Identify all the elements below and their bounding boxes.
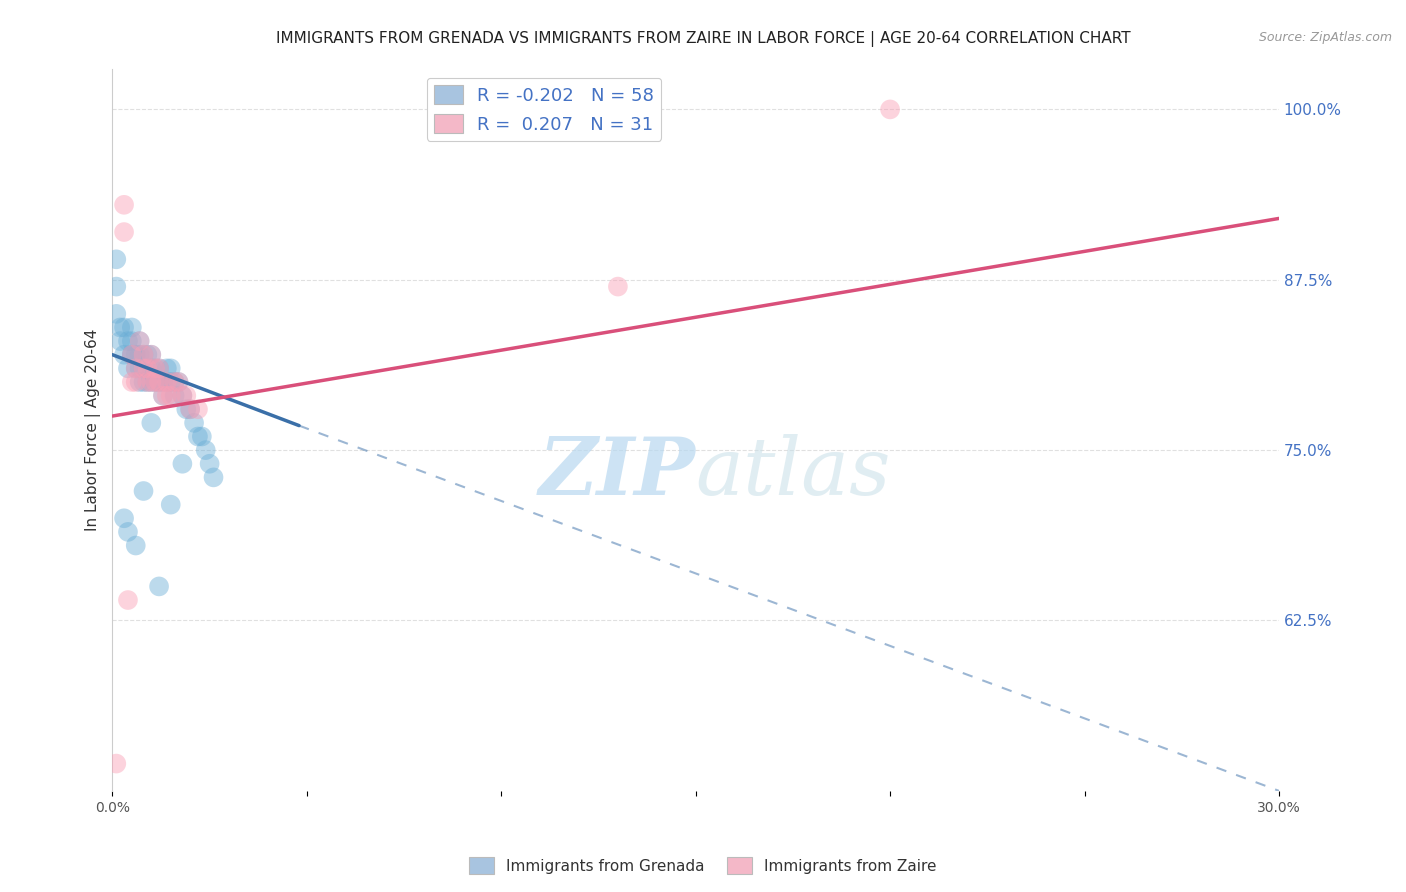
Point	[187, 429, 209, 443]
Point	[179, 402, 201, 417]
Point	[159, 498, 181, 512]
Point	[159, 389, 181, 403]
Point	[191, 429, 214, 443]
Point	[156, 361, 179, 376]
Point	[148, 361, 170, 376]
Point	[156, 375, 179, 389]
Point	[141, 348, 163, 362]
Text: ZIP: ZIP	[538, 434, 696, 512]
Point	[156, 389, 179, 403]
Point	[121, 320, 143, 334]
Point	[117, 361, 139, 376]
Point	[125, 539, 148, 553]
Point	[132, 375, 155, 389]
Point	[174, 389, 197, 403]
Point	[128, 375, 150, 389]
Text: IMMIGRANTS FROM GRENADA VS IMMIGRANTS FROM ZAIRE IN LABOR FORCE | AGE 20-64 CORR: IMMIGRANTS FROM GRENADA VS IMMIGRANTS FR…	[276, 31, 1130, 47]
Y-axis label: In Labor Force | Age 20-64: In Labor Force | Age 20-64	[86, 328, 101, 531]
Point	[112, 225, 135, 239]
Point	[159, 361, 181, 376]
Legend: Immigrants from Grenada, Immigrants from Zaire: Immigrants from Grenada, Immigrants from…	[463, 851, 943, 880]
Point	[132, 361, 155, 376]
Point	[163, 375, 186, 389]
Point	[141, 416, 163, 430]
Legend: R = -0.202   N = 58, R =  0.207   N = 31: R = -0.202 N = 58, R = 0.207 N = 31	[426, 78, 661, 141]
Point	[163, 389, 186, 403]
Point	[156, 375, 179, 389]
Point	[121, 348, 143, 362]
Point	[179, 402, 201, 417]
Point	[136, 361, 159, 376]
Point	[202, 470, 225, 484]
Point	[121, 348, 143, 362]
Point	[121, 334, 143, 348]
Point	[105, 279, 128, 293]
Point	[128, 334, 150, 348]
Point	[174, 402, 197, 417]
Point	[183, 416, 205, 430]
Point	[148, 361, 170, 376]
Point	[112, 348, 135, 362]
Point	[143, 361, 166, 376]
Point	[172, 457, 194, 471]
Point	[105, 307, 128, 321]
Point	[128, 361, 150, 376]
Point	[167, 375, 190, 389]
Point	[128, 334, 150, 348]
Point	[136, 361, 159, 376]
Point	[148, 375, 170, 389]
Point	[125, 361, 148, 376]
Point	[132, 361, 155, 376]
Point	[112, 511, 135, 525]
Point	[105, 252, 128, 267]
Point	[152, 375, 174, 389]
Point	[108, 334, 131, 348]
Point	[606, 279, 628, 293]
Point	[194, 443, 217, 458]
Point	[141, 361, 163, 376]
Point	[132, 348, 155, 362]
Point	[117, 524, 139, 539]
Point	[141, 375, 163, 389]
Point	[125, 361, 148, 376]
Point	[148, 375, 170, 389]
Point	[132, 348, 155, 362]
Point	[143, 361, 166, 376]
Point	[112, 320, 135, 334]
Text: Source: ZipAtlas.com: Source: ZipAtlas.com	[1258, 31, 1392, 45]
Point	[128, 348, 150, 362]
Point	[143, 375, 166, 389]
Point	[105, 756, 128, 771]
Point	[159, 375, 181, 389]
Point	[148, 579, 170, 593]
Point	[152, 389, 174, 403]
Point	[121, 348, 143, 362]
Point	[141, 375, 163, 389]
Point	[136, 375, 159, 389]
Point	[187, 402, 209, 417]
Point	[132, 483, 155, 498]
Point	[163, 375, 186, 389]
Point	[143, 375, 166, 389]
Point	[121, 375, 143, 389]
Point	[167, 375, 190, 389]
Point	[125, 375, 148, 389]
Point	[117, 334, 139, 348]
Point	[172, 389, 194, 403]
Point	[117, 593, 139, 607]
Point	[879, 103, 901, 117]
Point	[112, 198, 135, 212]
Point	[198, 457, 221, 471]
Text: atlas: atlas	[696, 434, 891, 512]
Point	[125, 348, 148, 362]
Point	[136, 348, 159, 362]
Point	[136, 375, 159, 389]
Point	[172, 389, 194, 403]
Point	[141, 348, 163, 362]
Point	[108, 320, 131, 334]
Point	[152, 389, 174, 403]
